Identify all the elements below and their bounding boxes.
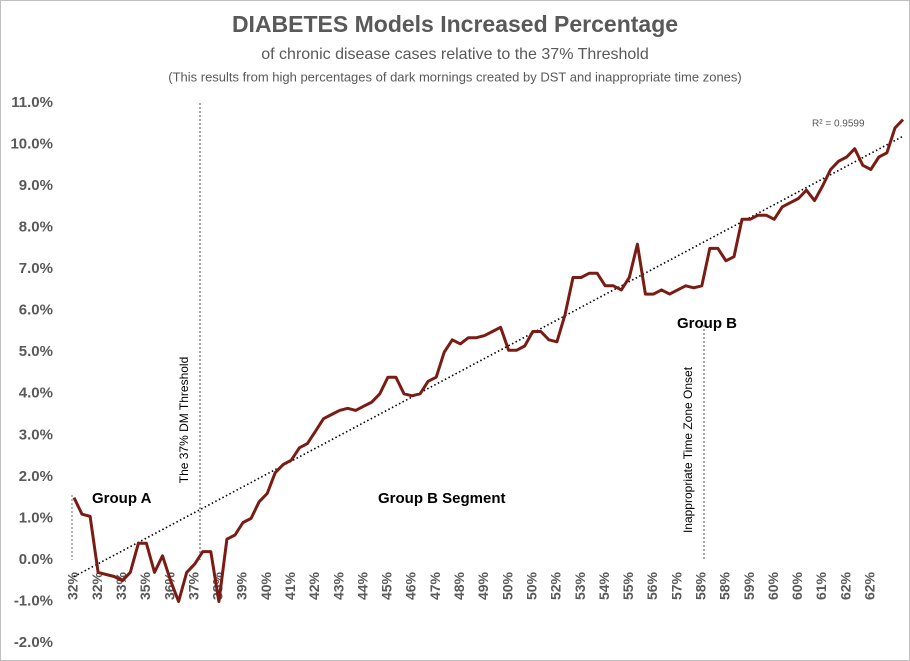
x-tick-label: 60% [789,571,805,600]
x-tick-label: 36% [161,571,177,600]
y-tick-label: -2.0% [14,634,53,651]
y-tick-label: 3.0% [19,426,53,443]
x-tick-label: 62% [862,571,878,600]
x-tick-label: 44% [354,571,370,600]
x-tick-label: 32% [65,571,81,600]
x-tick-label: 52% [548,571,564,600]
x-tick-label: 49% [475,571,491,600]
x-tick-label: 55% [620,571,636,600]
x-tick-label: 40% [258,571,274,600]
x-tick-label: 39% [234,571,250,600]
y-tick-label: 6.0% [19,302,53,319]
y-tick-label: -1.0% [14,592,53,609]
x-tick-label: 58% [692,571,708,600]
x-tick-label: 62% [837,571,853,600]
annotation: Group B Segment [378,490,506,507]
x-tick-label: 60% [765,571,781,600]
y-tick-label: 7.0% [19,260,53,277]
y-tick-label: 10.0% [10,136,53,153]
x-tick-label: 42% [306,571,322,600]
x-tick-label: 58% [717,571,733,600]
x-tick-label: 57% [668,571,684,600]
x-tick-label: 61% [813,571,829,600]
x-tick-label: 53% [572,571,588,600]
x-tick-label: 50% [499,571,515,600]
annotation: The 37% DM Threshold [177,357,191,484]
x-tick-label: 45% [379,571,395,600]
y-tick-label: 2.0% [19,468,53,485]
x-tick-label: 50% [523,571,539,600]
x-tick-label: 37% [185,571,201,600]
x-tick-label: 46% [403,571,419,600]
x-tick-label: 47% [427,571,443,600]
x-tick-label: 43% [330,571,346,600]
y-tick-label: 9.0% [19,177,53,194]
x-tick-label: 35% [137,571,153,600]
y-tick-label: 4.0% [19,385,53,402]
chart-title: DIABETES Models Increased Percentage [232,11,678,37]
x-tick-label: 41% [282,571,298,600]
data-line [72,118,905,603]
chart-note: (This results from high percentages of d… [168,69,741,84]
x-tick-label: 48% [451,571,467,600]
r-squared: R² = 0.9599 [812,119,865,130]
chart-subtitle: of chronic disease cases relative to the… [261,46,648,63]
y-tick-label: 1.0% [19,509,53,526]
annotation: Inappropriate Time Zone Onset [681,366,695,533]
x-tick-label: 32% [89,571,105,600]
x-tick-label: 54% [596,571,612,600]
trendline [73,135,904,578]
x-tick-label: 59% [741,571,757,600]
y-tick-label: 8.0% [19,219,53,236]
annotation: Group A [92,490,152,507]
annotation: Group B [677,315,737,332]
y-tick-label: 11.0% [11,94,53,111]
y-tick-label: 0.0% [19,551,53,568]
x-tick-label: 56% [644,571,660,600]
y-tick-label: 5.0% [19,343,53,360]
